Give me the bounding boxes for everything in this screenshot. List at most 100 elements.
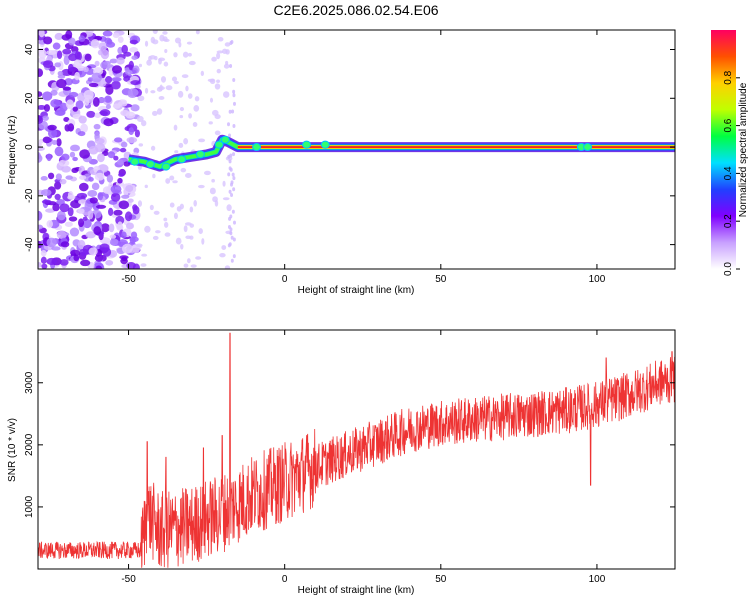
noise-blob [68, 63, 74, 72]
noise-blob [151, 110, 158, 116]
x-tick-label: 0 [282, 574, 288, 585]
noise-blob [163, 217, 168, 222]
noise-blob [230, 235, 234, 240]
noise-blob [63, 55, 70, 66]
noise-blob [131, 55, 138, 60]
noise-blob [71, 167, 79, 174]
noise-blob [46, 49, 57, 55]
noise-blob [180, 243, 184, 250]
noise-blob [65, 175, 74, 180]
noise-blob [88, 176, 94, 182]
noise-blob [116, 57, 125, 65]
noise-blob [112, 32, 120, 39]
noise-blob [46, 237, 57, 248]
colorbar-tick-label: 0.4 [723, 166, 734, 180]
noise-blob [77, 239, 86, 250]
noise-blob [105, 76, 113, 84]
noise-blob [56, 50, 63, 60]
noise-blob [169, 175, 175, 181]
noise-blob [227, 243, 231, 248]
noise-blob [203, 170, 211, 176]
noise-blob [222, 91, 230, 98]
noise-blob [187, 93, 193, 99]
noise-blob [45, 208, 56, 213]
noise-blob [225, 60, 229, 65]
noise-blob [56, 230, 67, 239]
noise-blob [214, 83, 221, 90]
noise-blob [153, 210, 160, 215]
noise-blob [208, 121, 213, 125]
noise-blob [152, 235, 159, 241]
peak-blob [302, 140, 312, 149]
spectrogram-frame [37, 29, 676, 270]
noise-blob [113, 209, 123, 216]
noise-blob [132, 204, 138, 211]
noise-blob [126, 136, 138, 144]
noise-blob [219, 253, 226, 258]
noise-blob [183, 225, 188, 233]
noise-blob [138, 143, 144, 147]
noise-blob [38, 210, 43, 221]
noise-blob [163, 221, 169, 228]
noise-blob [84, 53, 92, 62]
colorbar-tick-label: 0.0 [723, 262, 734, 276]
noise-blob [230, 192, 234, 197]
noise-blob [94, 172, 105, 181]
noise-blob [201, 238, 205, 245]
noise-blob [141, 120, 147, 127]
spectrogram-xlabel: Height of straight line (km) [298, 285, 415, 296]
noise-blob [75, 100, 84, 110]
noise-blob [110, 192, 121, 202]
colorbar-tick-label: 0.6 [723, 118, 734, 132]
noise-blob [95, 265, 102, 269]
snr-ylabel: SNR (10 * v/v) [7, 418, 18, 482]
noise-blob [82, 218, 92, 229]
noise-blob [68, 37, 76, 46]
noise-blob [63, 117, 70, 122]
noise-blob [171, 76, 178, 82]
noise-blob [77, 208, 85, 214]
noise-blob [221, 245, 227, 250]
noise-blob [47, 128, 58, 139]
noise-blob [198, 184, 205, 189]
noise-blob [51, 140, 58, 145]
noise-blob [65, 99, 75, 110]
noise-blob [40, 256, 47, 264]
noise-blob [130, 104, 140, 112]
noise-blob [38, 154, 43, 163]
noise-blob [56, 138, 62, 147]
noise-blob [77, 131, 86, 137]
noise-blob [100, 49, 110, 60]
snr-xlabel: Height of straight line (km) [298, 585, 415, 596]
noise-blob [232, 93, 236, 98]
noise-blob [169, 202, 175, 208]
noise-blob [44, 137, 53, 143]
noise-blob [98, 110, 108, 116]
snr-series-line [38, 332, 675, 568]
noise-blob [227, 172, 231, 177]
noise-blob [55, 173, 62, 181]
peak-blob [220, 135, 230, 144]
noise-blob [228, 159, 232, 164]
noise-blob [184, 173, 192, 178]
noise-blob [223, 63, 230, 69]
noise-blob [104, 95, 112, 103]
noise-blob [38, 115, 44, 124]
peak-blob [252, 143, 262, 152]
noise-blob [70, 249, 81, 257]
noise-blob [194, 96, 200, 102]
noise-blob [224, 265, 231, 269]
noise-blob [130, 231, 138, 239]
noise-blob [108, 223, 115, 233]
noise-blob [67, 123, 75, 132]
noise-blob [62, 86, 72, 91]
noise-blob [214, 199, 219, 207]
noise-blob [59, 203, 70, 213]
noise-blob [125, 222, 134, 230]
noise-blob [198, 228, 203, 235]
noise-blob [78, 218, 85, 228]
noise-blob [83, 97, 90, 106]
colorbar-tick-label: 0.2 [723, 214, 734, 228]
noise-blob [40, 189, 52, 196]
